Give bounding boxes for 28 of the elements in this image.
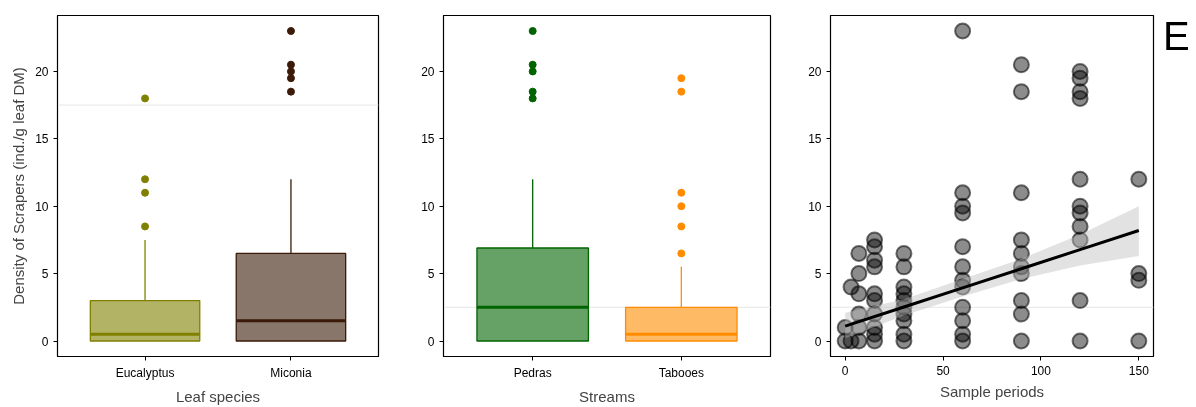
text: E	[1163, 13, 1190, 60]
x-axis-title: Leaf species	[175, 387, 261, 405]
y-tick-label: 15	[421, 132, 435, 147]
y-tick-label: 0	[814, 334, 822, 349]
x-tick-label: Miconia	[270, 365, 312, 380]
y-tick-label: 10	[421, 199, 435, 214]
y-tick-label: 20	[808, 64, 822, 79]
y-tick-label: 10	[808, 199, 822, 214]
y-tick-label: 10	[35, 199, 49, 214]
y-tick-label: 15	[35, 132, 49, 147]
x-axis-title: Streams	[579, 387, 635, 405]
y-axis-title: Density of Scrapers (ind./g leaf DM)	[10, 67, 28, 305]
y-tick-label: 0	[41, 334, 49, 349]
x-tick-label: 0	[841, 363, 849, 378]
y-tick-label: 15	[808, 132, 822, 147]
y-tick-label: 5	[427, 267, 435, 282]
x-tick-label: Pedras	[513, 365, 552, 380]
y-tick-label: 20	[421, 64, 435, 79]
y-tick-label: 20	[35, 64, 49, 79]
y-tick-label: 0	[427, 334, 435, 349]
x-tick-label: 100	[1030, 363, 1052, 378]
x-tick-label: Eucalyptus	[115, 365, 175, 380]
x-axis-title: Sample periods	[939, 382, 1045, 400]
x-tick-label: Tabooes	[658, 365, 705, 380]
x-tick-label: 50	[936, 363, 951, 378]
y-tick-label: 5	[41, 267, 49, 282]
x-tick-label: 150	[1128, 363, 1150, 378]
y-tick-label: 5	[814, 267, 822, 282]
